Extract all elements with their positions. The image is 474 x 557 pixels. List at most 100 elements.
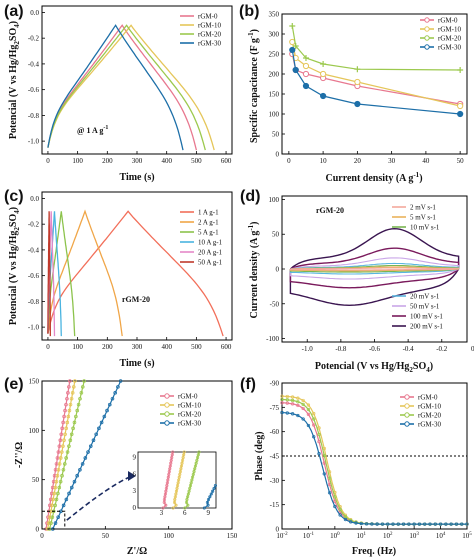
panel-c-ylabel: Potencial (V vs Hg/Hg2SO4) — [8, 207, 21, 325]
a-xtick-label: 0 — [46, 157, 50, 165]
b-legend-marker — [424, 44, 430, 50]
e-inset-point-rGM-0 — [165, 484, 169, 488]
e-inset-point-rGM-20 — [186, 495, 190, 499]
e-inset-point-rGM-0 — [164, 489, 168, 493]
e-inset-point-rGM-20 — [193, 467, 197, 471]
c-ytick-label: -0.4 — [28, 246, 40, 254]
e-inset-point-rGM-10 — [174, 489, 178, 493]
f-xtick-label: 101 — [357, 532, 367, 540]
f-xtick-label: 102 — [383, 532, 393, 540]
e-point-rGM-20 — [65, 450, 70, 454]
e-point-rGM-10 — [71, 385, 76, 389]
b-point-rGM-10 — [320, 70, 327, 78]
f-point-rGM-20 — [312, 417, 316, 421]
e-point-rGM-30 — [83, 456, 88, 460]
e-inset-point-rGM-30 — [202, 506, 206, 510]
e-point-rGM-30 — [116, 385, 120, 389]
panel-c-label: (c) — [4, 188, 24, 205]
d-xtick-label: -0.8 — [335, 345, 347, 353]
a-series-rGM-30 — [47, 24, 184, 151]
f-point-rGM-20 — [327, 476, 332, 480]
e-inset-point-rGM-30 — [206, 503, 210, 507]
f-legend-label: rGM-20 — [418, 412, 441, 420]
e-point-rGM-20 — [50, 515, 55, 519]
a-xtick-label: 500 — [191, 157, 202, 165]
e-inset-point-rGM-30 — [211, 489, 215, 493]
e-point-rGM-30 — [64, 497, 69, 502]
f-point-rGM-0 — [296, 403, 300, 408]
e-inset-point-rGM-10 — [174, 492, 178, 496]
d-legend-label: 100 mV s-1 — [410, 313, 443, 321]
e-point-rGM-0 — [56, 450, 61, 454]
e-inset-point-rGM-20 — [194, 461, 198, 465]
b-point-rGM-10 — [302, 62, 310, 70]
e-point-rGM-30 — [118, 379, 123, 383]
c-legend-label: 10 A g-1 — [198, 239, 223, 247]
b-point-rGM-20 — [457, 67, 464, 73]
f-point-rGM-10 — [296, 396, 300, 400]
f-point-rGM-10 — [306, 403, 311, 407]
f-point-rGM-30 — [460, 522, 464, 526]
f-ytick-label: -45 — [270, 453, 280, 461]
f-series-rGM-30 — [281, 412, 467, 525]
e-point-rGM-20 — [80, 385, 85, 389]
d-ytick-label: 0 — [276, 266, 280, 274]
e-point-rGM-10 — [61, 444, 65, 448]
f-point-rGM-0 — [312, 423, 316, 427]
f-legend-marker — [404, 412, 410, 418]
f-point-rGM-20 — [301, 402, 305, 407]
e-inset-xtick-label: 6 — [183, 509, 187, 517]
panel-a: (a) 0 100 200 300 400 500 600 0.0 -0.2 -0.4 -0.6 -0… — [4, 3, 233, 183]
f-point-rGM-30 — [333, 504, 337, 509]
e-series-rGM-0 — [45, 380, 71, 530]
c-legend-label: 5 A g-1 — [198, 229, 219, 237]
f-point-rGM-20 — [322, 453, 326, 458]
e-point-rGM-20 — [53, 503, 57, 508]
e-legend-marker — [164, 393, 170, 399]
e-inset-point-rGM-0 — [171, 450, 175, 454]
e-xtick-label: 0 — [40, 532, 44, 540]
b-point-rGM-20 — [320, 61, 327, 67]
e-point-rGM-20 — [82, 379, 86, 383]
f-ytick-label: -30 — [270, 477, 280, 485]
d-ytick-label: 50 — [272, 231, 280, 239]
e-inset-point-rGM-10 — [174, 503, 178, 507]
f-legend-marker — [404, 421, 410, 427]
e-zoom-box — [41, 510, 66, 530]
f-point-rGM-30 — [428, 522, 432, 526]
a-ytick-label: -0.2 — [28, 35, 40, 43]
a-xtick-label: 400 — [161, 157, 172, 165]
b-xtick-label: 0 — [287, 157, 291, 165]
b-point-rGM-30 — [289, 46, 296, 54]
f-point-rGM-10 — [285, 394, 289, 399]
a-ytick-label: -0.4 — [28, 60, 40, 68]
f-legend-label: rGM-30 — [418, 421, 441, 429]
panel-d: (d) -1.0 -0.8 -0.6 -0.4 -0.2 0.0 100 50 0 -50 -100… — [240, 188, 474, 374]
e-inset-point-rGM-0 — [166, 478, 170, 482]
f-legend-label: rGM-10 — [418, 403, 441, 411]
e-point-rGM-30 — [102, 414, 107, 419]
panel-e-frame — [41, 380, 233, 530]
e-point-rGM-10 — [60, 450, 64, 454]
e-point-rGM-0 — [49, 497, 53, 502]
e-point-rGM-0 — [60, 426, 65, 431]
e-inset-ytick-label: 3 — [133, 487, 137, 495]
d-series-2 mV s-1 — [289, 267, 460, 271]
panel-e-ylabel: -Z''/Ω — [14, 442, 25, 468]
c-legend-label: 2 A g-1 — [198, 219, 219, 227]
c-xtick-label: 600 — [221, 343, 232, 351]
e-zoom-arrowhead — [128, 471, 136, 481]
e-point-rGM-30 — [53, 521, 58, 525]
e-inset-point-rGM-10 — [179, 467, 183, 471]
e-inset-point-rGM-0 — [165, 481, 169, 485]
e-inset-xtick-label: 9 — [206, 509, 210, 517]
f-point-rGM-0 — [290, 402, 295, 406]
e-point-rGM-10 — [69, 396, 74, 401]
e-inset-point-rGM-10 — [181, 456, 185, 460]
e-point-rGM-30 — [88, 444, 93, 448]
e-point-rGM-30 — [78, 467, 82, 472]
e-point-rGM-10 — [64, 426, 68, 431]
e-point-rGM-10 — [56, 467, 61, 472]
e-inset-point-rGM-10 — [176, 484, 180, 488]
f-point-rGM-30 — [322, 472, 326, 476]
